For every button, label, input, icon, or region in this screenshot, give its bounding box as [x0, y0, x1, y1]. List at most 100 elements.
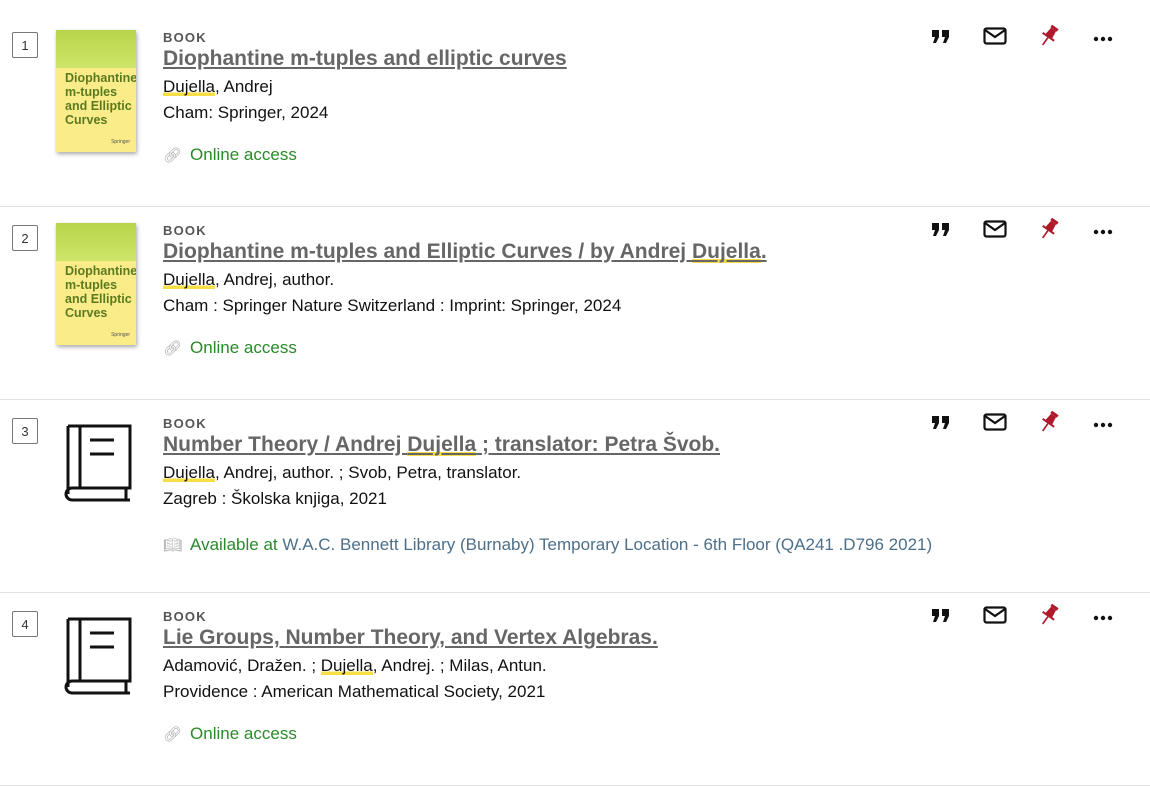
- online-access-link[interactable]: 🔗︎ Online access: [163, 338, 767, 358]
- result-details: BOOK Diophantine m-tuples and Elliptic C…: [163, 223, 767, 358]
- search-term-highlight: Dujella: [691, 240, 761, 263]
- citation-button[interactable]: [914, 26, 968, 50]
- ellipsis-icon: [1093, 222, 1113, 240]
- search-term-highlight: Dujella: [320, 656, 373, 675]
- resource-type: BOOK: [163, 223, 207, 238]
- text-segment: , Andrej: [214, 77, 273, 96]
- resource-type: BOOK: [163, 609, 207, 624]
- result-title-link[interactable]: Diophantine m-tuples and Elliptic Curves…: [163, 240, 767, 264]
- result-publisher: Cham: Springer, 2024: [163, 103, 329, 122]
- cover-title: Diophantine m-tuples and Elliptic Curves: [65, 71, 136, 127]
- result-item: 1 Diophantine m-tuples and Elliptic Curve…: [0, 0, 1150, 207]
- result-publisher: Providence : American Mathematical Socie…: [163, 682, 546, 701]
- pushpin-icon: [1038, 217, 1060, 246]
- pin-button[interactable]: [1022, 603, 1076, 632]
- access-text: Online access: [190, 724, 297, 743]
- result-actions: [914, 217, 1130, 246]
- email-button[interactable]: [968, 26, 1022, 50]
- book-cover-image[interactable]: Diophantine m-tuples and Elliptic Curves…: [56, 30, 136, 152]
- availability-link[interactable]: 📖︎ Available at W.A.C. Bennett Library (B…: [163, 535, 932, 555]
- book-cover-image[interactable]: Diophantine m-tuples and Elliptic Curves…: [56, 223, 136, 345]
- citation-button[interactable]: [914, 412, 968, 436]
- online-access-link[interactable]: 🔗︎ Online access: [163, 145, 567, 165]
- quote-icon: [931, 607, 951, 628]
- envelope-icon: [983, 605, 1007, 629]
- envelope-icon: [983, 412, 1007, 436]
- result-item: 3 BOOK Number Theory / Andrej Dujella ; …: [0, 400, 1150, 593]
- pin-button[interactable]: [1022, 24, 1076, 53]
- result-number: 3: [12, 418, 38, 444]
- more-button[interactable]: [1076, 26, 1130, 50]
- result-authors: Dujella, Andrej, author. ; Svob, Petra, …: [163, 463, 932, 483]
- text-segment: , Andrej, author. ; Svob, Petra, transla…: [214, 463, 522, 482]
- text-segment: Adamović, Dražen. ;: [163, 656, 321, 675]
- result-authors: Dujella, Andrej: [163, 77, 567, 97]
- result-details: BOOK Diophantine m-tuples and elliptic c…: [163, 30, 567, 165]
- pushpin-icon: [1038, 603, 1060, 632]
- citation-button[interactable]: [914, 219, 968, 243]
- envelope-icon: [983, 219, 1007, 243]
- result-title-link[interactable]: Number Theory / Andrej Dujella ; transla…: [163, 433, 720, 457]
- envelope-icon: [983, 26, 1007, 50]
- availability-status: Available at: [190, 535, 278, 554]
- book-icon: [58, 420, 134, 504]
- result-number: 1: [12, 32, 38, 58]
- search-term-highlight: Dujella: [163, 463, 215, 482]
- result-authors: Dujella, Andrej, author.: [163, 270, 767, 290]
- quote-icon: [931, 414, 951, 435]
- result-authors: Adamović, Dražen. ; Dujella, Andrej. ; M…: [163, 656, 658, 676]
- result-item: 4 BOOK Lie Groups, Number Theory, and Ve…: [0, 593, 1150, 786]
- link-icon: 🔗︎: [163, 726, 183, 743]
- ellipsis-icon: [1093, 608, 1113, 626]
- link-icon: 🔗︎: [163, 340, 183, 357]
- result-number: 4: [12, 611, 38, 637]
- search-term-highlight: Dujella: [163, 77, 215, 96]
- text-segment: Diophantine m-tuples and Elliptic Curves…: [163, 240, 692, 263]
- result-details: BOOK Lie Groups, Number Theory, and Vert…: [163, 609, 658, 744]
- online-access-link[interactable]: 🔗︎ Online access: [163, 724, 658, 744]
- pushpin-icon: [1038, 24, 1060, 53]
- text-segment: ; translator: Petra Švob.: [476, 433, 721, 456]
- result-actions: [914, 603, 1130, 632]
- cover-title: Diophantine m-tuples and Elliptic Curves: [65, 264, 136, 320]
- resource-type: BOOK: [163, 30, 207, 45]
- ellipsis-icon: [1093, 29, 1113, 47]
- email-button[interactable]: [968, 219, 1022, 243]
- text-segment: Lie Groups, Number Theory, and Vertex Al…: [163, 626, 658, 649]
- text-segment: , Andrej, author.: [214, 270, 335, 289]
- ellipsis-icon: [1093, 415, 1113, 433]
- search-term-highlight: Dujella: [163, 270, 215, 289]
- open-book-icon: 📖︎: [163, 537, 183, 554]
- email-button[interactable]: [968, 605, 1022, 629]
- email-button[interactable]: [968, 412, 1022, 436]
- cover-publisher: Springer: [111, 139, 130, 145]
- result-title-link[interactable]: Lie Groups, Number Theory, and Vertex Al…: [163, 626, 658, 650]
- quote-icon: [931, 221, 951, 242]
- book-icon: [58, 613, 134, 697]
- quote-icon: [931, 28, 951, 49]
- result-number: 2: [12, 225, 38, 251]
- citation-button[interactable]: [914, 605, 968, 629]
- result-actions: [914, 410, 1130, 439]
- more-button[interactable]: [1076, 219, 1130, 243]
- text-segment: , Andrej. ; Milas, Antun.: [372, 656, 547, 675]
- access-text: Online access: [190, 338, 297, 357]
- more-button[interactable]: [1076, 412, 1130, 436]
- pin-button[interactable]: [1022, 217, 1076, 246]
- result-details: BOOK Number Theory / Andrej Dujella ; tr…: [163, 416, 932, 555]
- availability-location: W.A.C. Bennett Library (Burnaby) Tempora…: [282, 535, 933, 554]
- text-segment: Number Theory / Andrej: [163, 433, 408, 456]
- pushpin-icon: [1038, 410, 1060, 439]
- access-text: Online access: [190, 145, 297, 164]
- result-publisher: Zagreb : Školska knjiga, 2021: [163, 489, 387, 508]
- result-title-link[interactable]: Diophantine m-tuples and elliptic curves: [163, 47, 567, 71]
- text-segment: Diophantine m-tuples and elliptic curves: [163, 47, 567, 70]
- text-segment: .: [760, 240, 767, 263]
- result-item: 2 Diophantine m-tuples and Elliptic Curve…: [0, 207, 1150, 400]
- result-publisher: Cham : Springer Nature Switzerland : Imp…: [163, 296, 622, 315]
- search-term-highlight: Dujella: [407, 433, 477, 456]
- resource-type: BOOK: [163, 416, 207, 431]
- more-button[interactable]: [1076, 605, 1130, 629]
- pin-button[interactable]: [1022, 410, 1076, 439]
